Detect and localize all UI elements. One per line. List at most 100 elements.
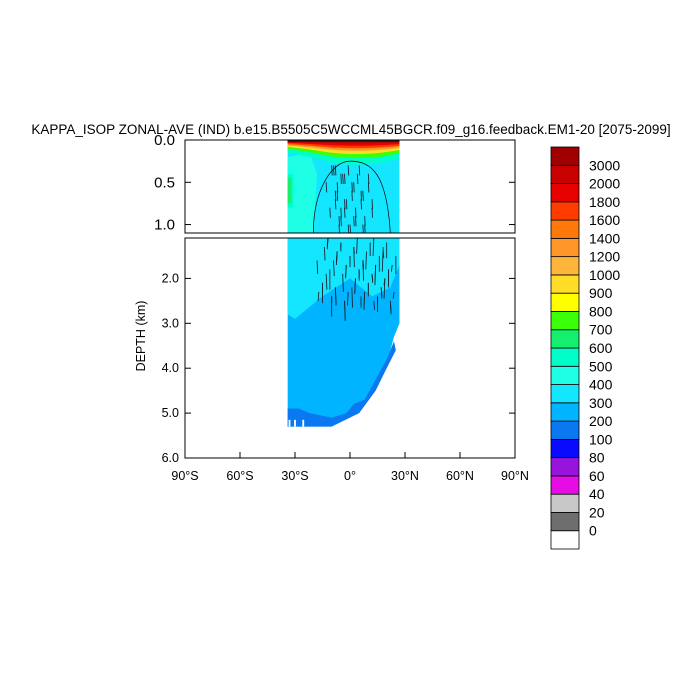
contour-line [334, 199, 337, 210]
contour-line [355, 207, 357, 218]
x-tick-label: 60°N [446, 469, 474, 483]
colorbar-label: 60 [589, 468, 605, 484]
colorbar-swatch [550, 164, 580, 184]
colorbar-swatch [550, 347, 580, 367]
colorbar-swatch [550, 493, 580, 513]
contour-line [346, 291, 349, 306]
y-tick-label: 6.0 [162, 451, 179, 465]
contour-line [345, 199, 348, 210]
colorbar-swatch [550, 146, 580, 166]
contour-line [362, 224, 364, 234]
colorbar-label: 100 [589, 431, 613, 447]
y-axis-label: DEPTH (km) [134, 301, 148, 372]
contour-line [340, 173, 342, 184]
contour-line [351, 287, 354, 308]
contour-line [333, 260, 335, 277]
contour-line [356, 237, 358, 254]
colorbar-swatch [550, 311, 580, 331]
contour-line [373, 300, 376, 310]
contour-line [342, 273, 344, 292]
contour-line [380, 287, 383, 299]
contour-line [340, 207, 342, 218]
y-tick-label: 2.0 [162, 271, 179, 285]
x-tick-label: 0° [344, 469, 356, 483]
colorbar-swatch [550, 256, 580, 276]
colorbar-label: 0 [589, 523, 597, 539]
colorbar-swatch [550, 475, 580, 495]
contour-line [326, 237, 329, 250]
x-tick-label: 30°S [281, 469, 308, 483]
contour-line [360, 199, 362, 210]
contour-line [358, 165, 361, 176]
surface-dark [287, 140, 400, 143]
lower-panel: 2.0 3.0 4.0 5.0 6.0 [162, 237, 516, 465]
colorbar-label: 80 [589, 450, 605, 466]
contour-line [360, 190, 362, 201]
colorbar-swatch [550, 329, 580, 349]
fill-200-300 [287, 341, 396, 427]
contour-line [338, 216, 340, 227]
colorbar-swatch [550, 183, 580, 203]
fill-400-500 [287, 238, 400, 319]
contour-line [353, 182, 355, 193]
contour-line [364, 216, 366, 227]
contour-line [355, 216, 357, 227]
colorbar-swatch [550, 402, 580, 422]
colorbar-swatch [550, 512, 580, 532]
contour-line [365, 251, 367, 270]
contour-line [347, 165, 350, 176]
contour-line [336, 182, 339, 193]
contour-line [344, 300, 346, 322]
bottom-notch [294, 419, 296, 427]
contour-line [349, 224, 351, 234]
colorbar-label: 500 [589, 358, 613, 374]
upper-panel: 0.0 0.5 1.0 [154, 132, 516, 234]
contour-line [383, 278, 386, 286]
contour-line [344, 207, 346, 218]
colorbar-swatch [550, 201, 580, 221]
contour-line [371, 199, 373, 210]
bottom-notch [302, 419, 305, 427]
y-tick-label: 0.5 [154, 174, 175, 191]
y-tick-label: 1.0 [154, 217, 175, 234]
contour-line [351, 190, 353, 201]
colorbar-label: 3000 [589, 157, 620, 173]
colorbar-label: 1800 [589, 194, 620, 210]
colorbar-swatch [550, 237, 580, 258]
colorbar-label: 1000 [589, 267, 620, 283]
y-tick-label: 3.0 [162, 316, 179, 330]
colorbar-swatch [550, 219, 580, 239]
x-tick-label: 60°S [226, 469, 253, 483]
colorbar-swatch [550, 438, 580, 459]
contour-line [336, 190, 339, 201]
x-tick-label: 30°N [391, 469, 419, 483]
contour-line [342, 173, 344, 184]
x-tick-label: 90°N [501, 469, 529, 483]
contour-line [353, 216, 355, 227]
contour-line [325, 182, 328, 193]
contour-line [323, 246, 326, 261]
colorbar-swatch [550, 420, 580, 440]
contour-line [372, 237, 375, 256]
contour-line [390, 264, 393, 272]
contour-line [334, 190, 337, 201]
contour-line [362, 260, 365, 270]
colorbar-label: 700 [589, 322, 613, 338]
contour-line [316, 260, 319, 274]
y-tick-label: 5.0 [162, 406, 179, 420]
fill-500-600 [287, 152, 317, 233]
contour-line [344, 173, 346, 184]
colorbar-label: 40 [589, 486, 605, 502]
colorbar-label: 300 [589, 395, 613, 411]
colorbar-label: 1600 [589, 212, 620, 228]
contour-line [381, 251, 384, 272]
x-axis: 90°S 60°S 30°S 0° 30°N 60°N 90°N [171, 452, 529, 483]
colorbar-label: 900 [589, 285, 613, 301]
contour-line [317, 291, 320, 301]
contour-line [335, 251, 338, 265]
contour-line [392, 291, 395, 299]
colorbar-swatch [550, 292, 580, 312]
colorbar-label: 20 [589, 504, 605, 520]
colorbar-swatch [550, 274, 580, 294]
